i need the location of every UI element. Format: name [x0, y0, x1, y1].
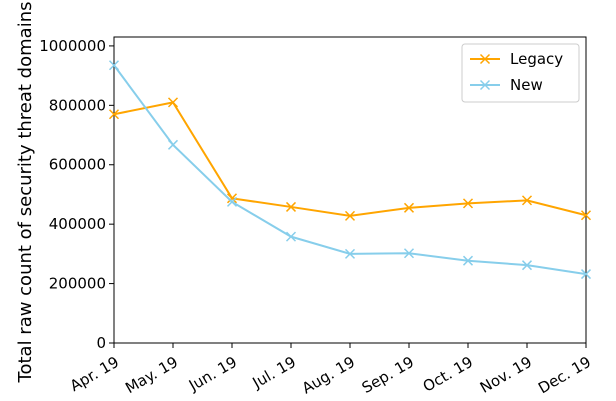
x-tick-label: Sep. 19 [359, 353, 417, 397]
y-axis-title: Total raw count of security threat domai… [15, 2, 36, 384]
x-tick-label: Jul. 19 [249, 353, 299, 392]
x-axis: Apr. 19 May. 19 Jun. 19 Jul. 19 Aug. 19 Sep. … [67, 343, 594, 397]
y-axis: 0 200000 400000 600000 800000 1000000 [39, 37, 114, 352]
x-tick-label: May. 19 [122, 353, 181, 397]
x-tick-label: Aug. 19 [299, 353, 358, 398]
x-tick-label: Jun. 19 [185, 353, 240, 395]
y-tick-label: 0 [96, 334, 106, 352]
y-tick-label: 400000 [49, 215, 106, 233]
y-tick-label: 600000 [49, 156, 106, 174]
y-tick-label: 1000000 [39, 37, 106, 55]
series-line [114, 102, 586, 215]
x-tick-label: Nov. 19 [477, 353, 535, 397]
series-legacy [110, 98, 591, 220]
legend-label: Legacy [510, 50, 563, 68]
y-tick-label: 800000 [49, 96, 106, 114]
y-tick-label: 200000 [49, 275, 106, 293]
legend: Legacy New [462, 44, 579, 102]
x-tick-label: Dec. 19 [535, 353, 594, 397]
legend-label: New [510, 76, 543, 94]
x-tick-label: Oct. 19 [420, 353, 476, 396]
x-tick-label: Apr. 19 [67, 353, 122, 395]
data-point [169, 140, 178, 149]
